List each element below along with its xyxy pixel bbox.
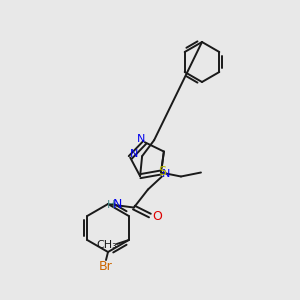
Text: N: N <box>113 198 123 211</box>
Text: N: N <box>130 149 138 160</box>
Text: Br: Br <box>99 260 113 274</box>
Text: H: H <box>107 200 115 209</box>
Text: S: S <box>158 165 166 178</box>
Text: N: N <box>162 169 170 178</box>
Text: O: O <box>152 210 162 223</box>
Text: N: N <box>137 134 145 144</box>
Text: CH₃: CH₃ <box>96 240 117 250</box>
